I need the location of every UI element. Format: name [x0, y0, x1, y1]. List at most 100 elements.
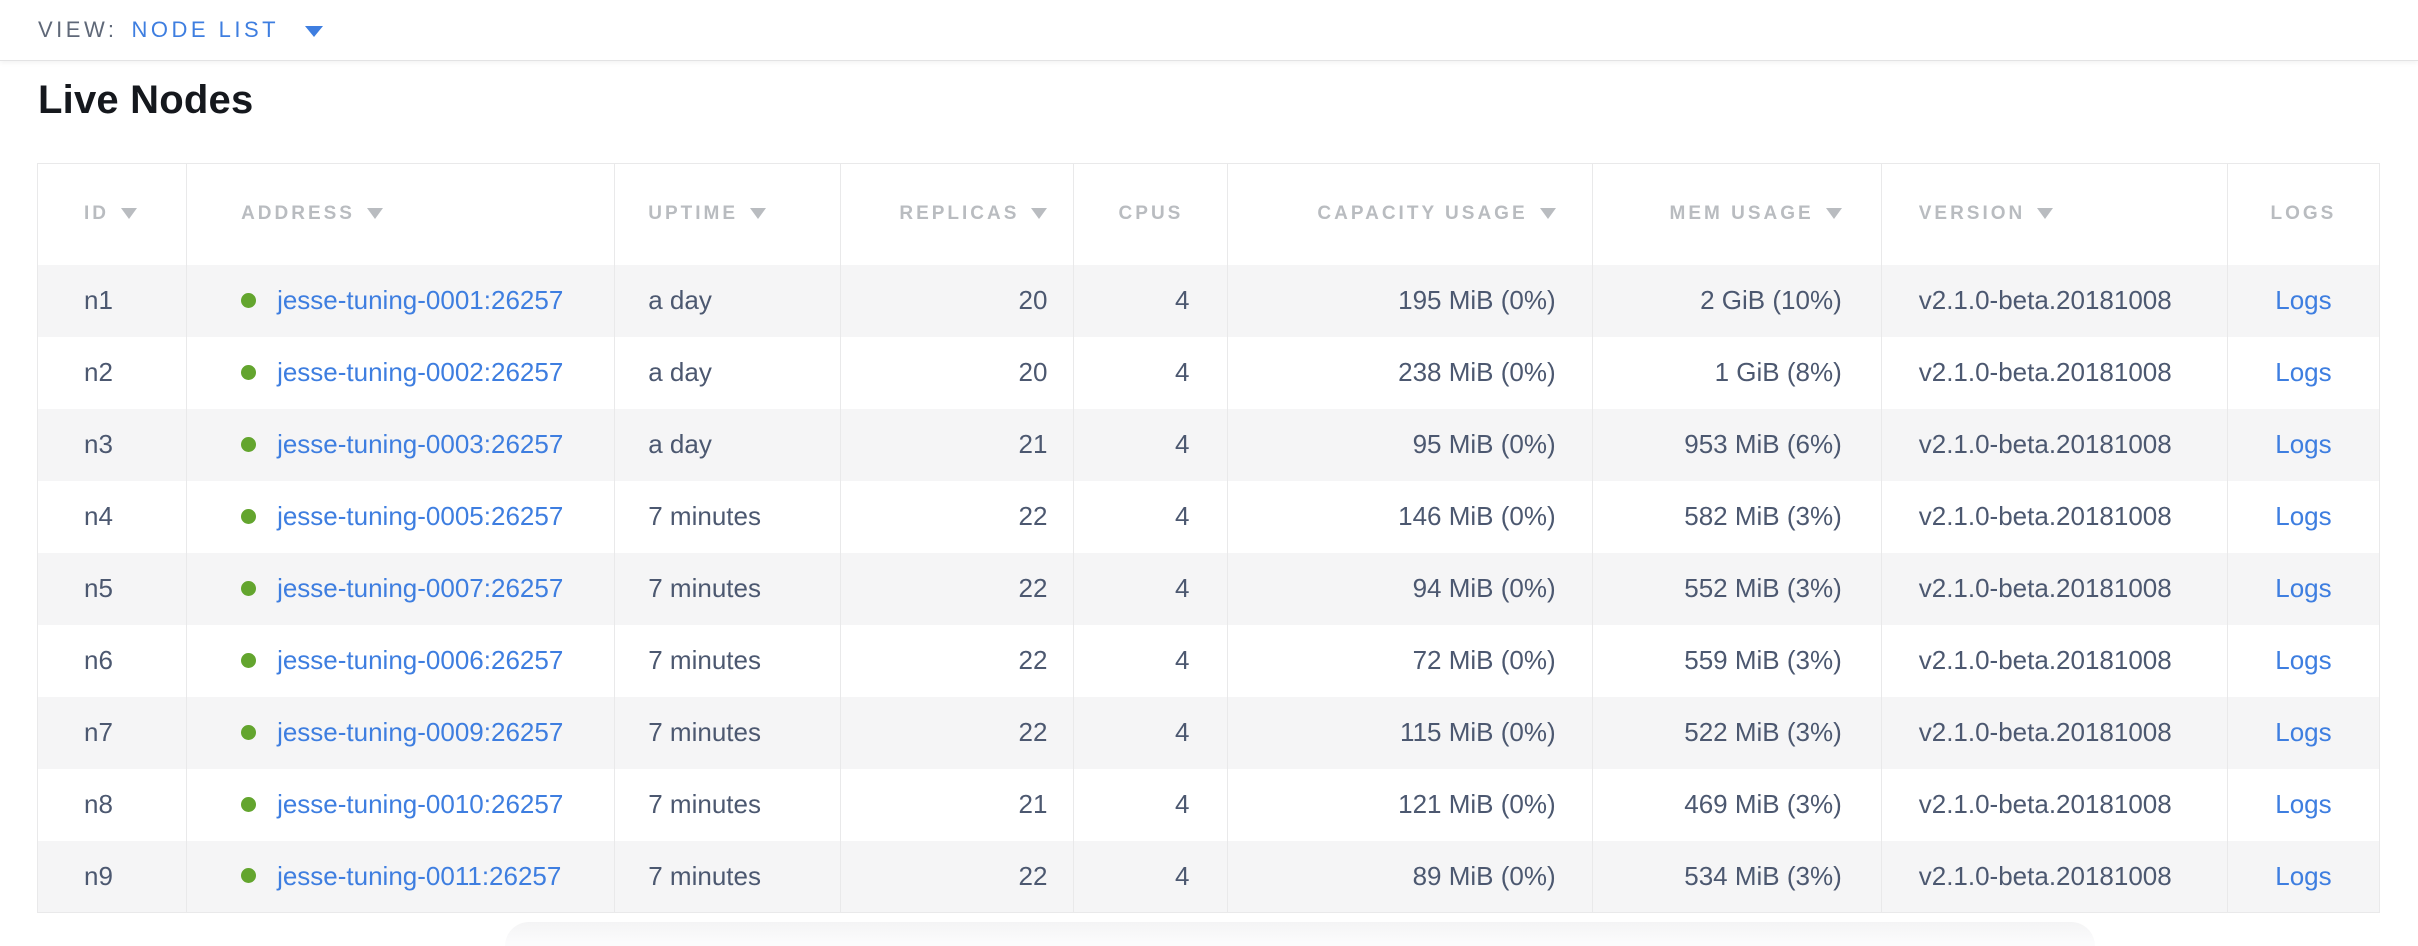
column-header-uptime[interactable]: UPTIME — [614, 163, 841, 265]
logs-link[interactable]: Logs — [2275, 860, 2332, 891]
sort-desc-icon — [1825, 208, 1842, 220]
sort-desc-icon — [121, 208, 137, 220]
page-title: Live Nodes — [38, 78, 254, 122]
cell-cpus: 4 — [1073, 624, 1228, 697]
logs-link[interactable]: Logs — [2275, 357, 2332, 387]
logs-link[interactable]: Logs — [2275, 285, 2332, 315]
column-label: LOGS — [2270, 203, 2337, 225]
cell-address: jesse-tuning-0003:26257 — [186, 408, 615, 481]
cell-capacity: 115 MiB (0%) — [1227, 696, 1593, 769]
table-row: n1 jesse-tuning-0001:26257 a day 20 4 195 MiB… — [37, 264, 2380, 337]
cell-id: n3 — [84, 429, 113, 459]
view-label: VIEW: — [38, 17, 118, 42]
cell-cpus: 4 — [1073, 264, 1228, 337]
cell-capacity: 238 MiB (0%) — [1227, 336, 1593, 409]
column-header-mem[interactable]: MEM USAGE — [1591, 163, 1882, 265]
logs-link[interactable]: Logs — [2275, 645, 2332, 675]
column-header-address[interactable]: ADDRESS — [186, 163, 615, 265]
sort-desc-icon — [2037, 208, 2054, 220]
table-row: n3 jesse-tuning-0003:26257 a day 21 4 95 MiB … — [37, 408, 2380, 481]
cell-capacity: 95 MiB (0%) — [1227, 408, 1593, 481]
cell-logs: Logs — [2226, 552, 2380, 625]
table-row: n6 jesse-tuning-0006:26257 7 minutes 22 4 72 … — [38, 624, 2380, 697]
cell-logs: Logs — [2226, 480, 2380, 553]
cell-address: jesse-tuning-0005:26257 — [186, 480, 615, 553]
column-label: REPLICAS — [899, 203, 1020, 225]
cell-id: n9 — [84, 860, 113, 891]
cell-id: n5 — [84, 573, 113, 603]
cell-address: jesse-tuning-0006:26257 — [186, 624, 615, 697]
node-address-link[interactable]: jesse-tuning-0005:26257 — [277, 501, 564, 531]
node-address-link[interactable]: jesse-tuning-0007:26257 — [277, 573, 564, 603]
cell-logs: Logs — [2226, 336, 2380, 409]
cell-mem: 582 MiB (3%) — [1591, 480, 1882, 553]
live-nodes-table-container: ID ADDRESS UPTIME REPLICAS CPUS CAPACITY USAG… — [37, 163, 2380, 913]
cell-cpus: 4 — [1073, 840, 1228, 913]
cell-version: v2.1.0-beta.20181008 — [1880, 696, 2228, 769]
table-row: n2 jesse-tuning-0002:26257 a day 20 4 238 MiB… — [38, 336, 2380, 409]
logs-link[interactable]: Logs — [2275, 573, 2332, 603]
node-status-live-dot-icon — [241, 868, 257, 884]
cell-mem: 534 MiB (3%) — [1591, 840, 1882, 913]
view-switcher-bar: VIEW: NODE LIST — [0, 0, 2418, 61]
logs-link[interactable]: Logs — [2275, 429, 2332, 459]
column-header-cpus: CPUS — [1073, 163, 1228, 265]
cell-cpus: 4 — [1073, 480, 1228, 553]
view-select-dropdown[interactable]: NODE LIST — [131, 17, 324, 43]
cell-mem: 953 MiB (6%) — [1591, 408, 1882, 481]
node-status-live-dot-icon — [241, 436, 257, 452]
logs-link[interactable]: Logs — [2275, 501, 2332, 531]
column-label: ID — [84, 203, 109, 225]
cell-id: n1 — [84, 285, 113, 315]
node-status-live-dot-icon — [241, 364, 257, 380]
cell-id: n8 — [84, 789, 113, 819]
cell-logs: Logs — [2226, 624, 2380, 697]
cell-uptime: a day — [614, 264, 841, 337]
cell-replicas: 22 — [840, 840, 1074, 913]
chevron-down-icon — [305, 25, 324, 37]
cell-address: jesse-tuning-0010:26257 — [186, 768, 615, 841]
cell-capacity: 89 MiB (0%) — [1227, 840, 1593, 913]
sort-desc-icon — [1539, 208, 1556, 220]
cell-logs: Logs — [2226, 408, 2380, 481]
node-address-link[interactable]: jesse-tuning-0002:26257 — [277, 357, 564, 387]
sort-desc-icon — [750, 208, 767, 220]
table-row: n5 jesse-tuning-0007:26257 7 minutes 22 4 94 … — [37, 552, 2380, 625]
node-address-link[interactable]: jesse-tuning-0001:26257 — [277, 285, 564, 315]
cell-capacity: 121 MiB (0%) — [1227, 768, 1593, 841]
cell-replicas: 21 — [840, 408, 1074, 481]
cell-id: n6 — [84, 645, 113, 675]
logs-link[interactable]: Logs — [2275, 717, 2332, 747]
next-panel-edge — [505, 922, 2095, 946]
cell-replicas: 22 — [840, 480, 1074, 553]
column-header-version[interactable]: VERSION — [1880, 163, 2228, 265]
node-address-link[interactable]: jesse-tuning-0006:26257 — [277, 645, 564, 675]
node-status-live-dot-icon — [241, 580, 257, 596]
cell-capacity: 146 MiB (0%) — [1227, 480, 1593, 553]
cell-logs: Logs — [2226, 264, 2380, 337]
node-address-link[interactable]: jesse-tuning-0003:26257 — [277, 429, 564, 459]
live-nodes-table: ID ADDRESS UPTIME REPLICAS CPUS CAPACITY USAG… — [37, 163, 2380, 913]
column-header-id[interactable]: ID — [37, 163, 187, 265]
node-address-link[interactable]: jesse-tuning-0010:26257 — [277, 789, 564, 819]
cell-uptime: 7 minutes — [614, 552, 841, 625]
column-header-capacity[interactable]: CAPACITY USAGE — [1227, 163, 1593, 265]
sort-desc-icon — [366, 208, 383, 220]
cell-version: v2.1.0-beta.20181008 — [1880, 408, 2228, 481]
column-header-replicas[interactable]: REPLICAS — [840, 163, 1074, 265]
logs-link[interactable]: Logs — [2275, 789, 2332, 819]
cell-replicas: 20 — [840, 336, 1074, 409]
cell-capacity: 72 MiB (0%) — [1227, 624, 1593, 697]
cell-address: jesse-tuning-0002:26257 — [186, 336, 615, 409]
cell-address: jesse-tuning-0001:26257 — [186, 264, 615, 337]
cell-replicas: 21 — [840, 768, 1074, 841]
cell-replicas: 22 — [840, 624, 1074, 697]
cell-uptime: a day — [614, 408, 841, 481]
node-address-link[interactable]: jesse-tuning-0009:26257 — [277, 717, 564, 747]
cell-mem: 559 MiB (3%) — [1591, 624, 1882, 697]
cell-mem: 1 GiB (8%) — [1591, 336, 1882, 409]
column-label: CAPACITY USAGE — [1317, 203, 1528, 225]
node-address-link[interactable]: jesse-tuning-0011:26257 — [277, 860, 562, 891]
node-status-live-dot-icon — [241, 292, 257, 308]
node-status-live-dot-icon — [241, 724, 257, 740]
